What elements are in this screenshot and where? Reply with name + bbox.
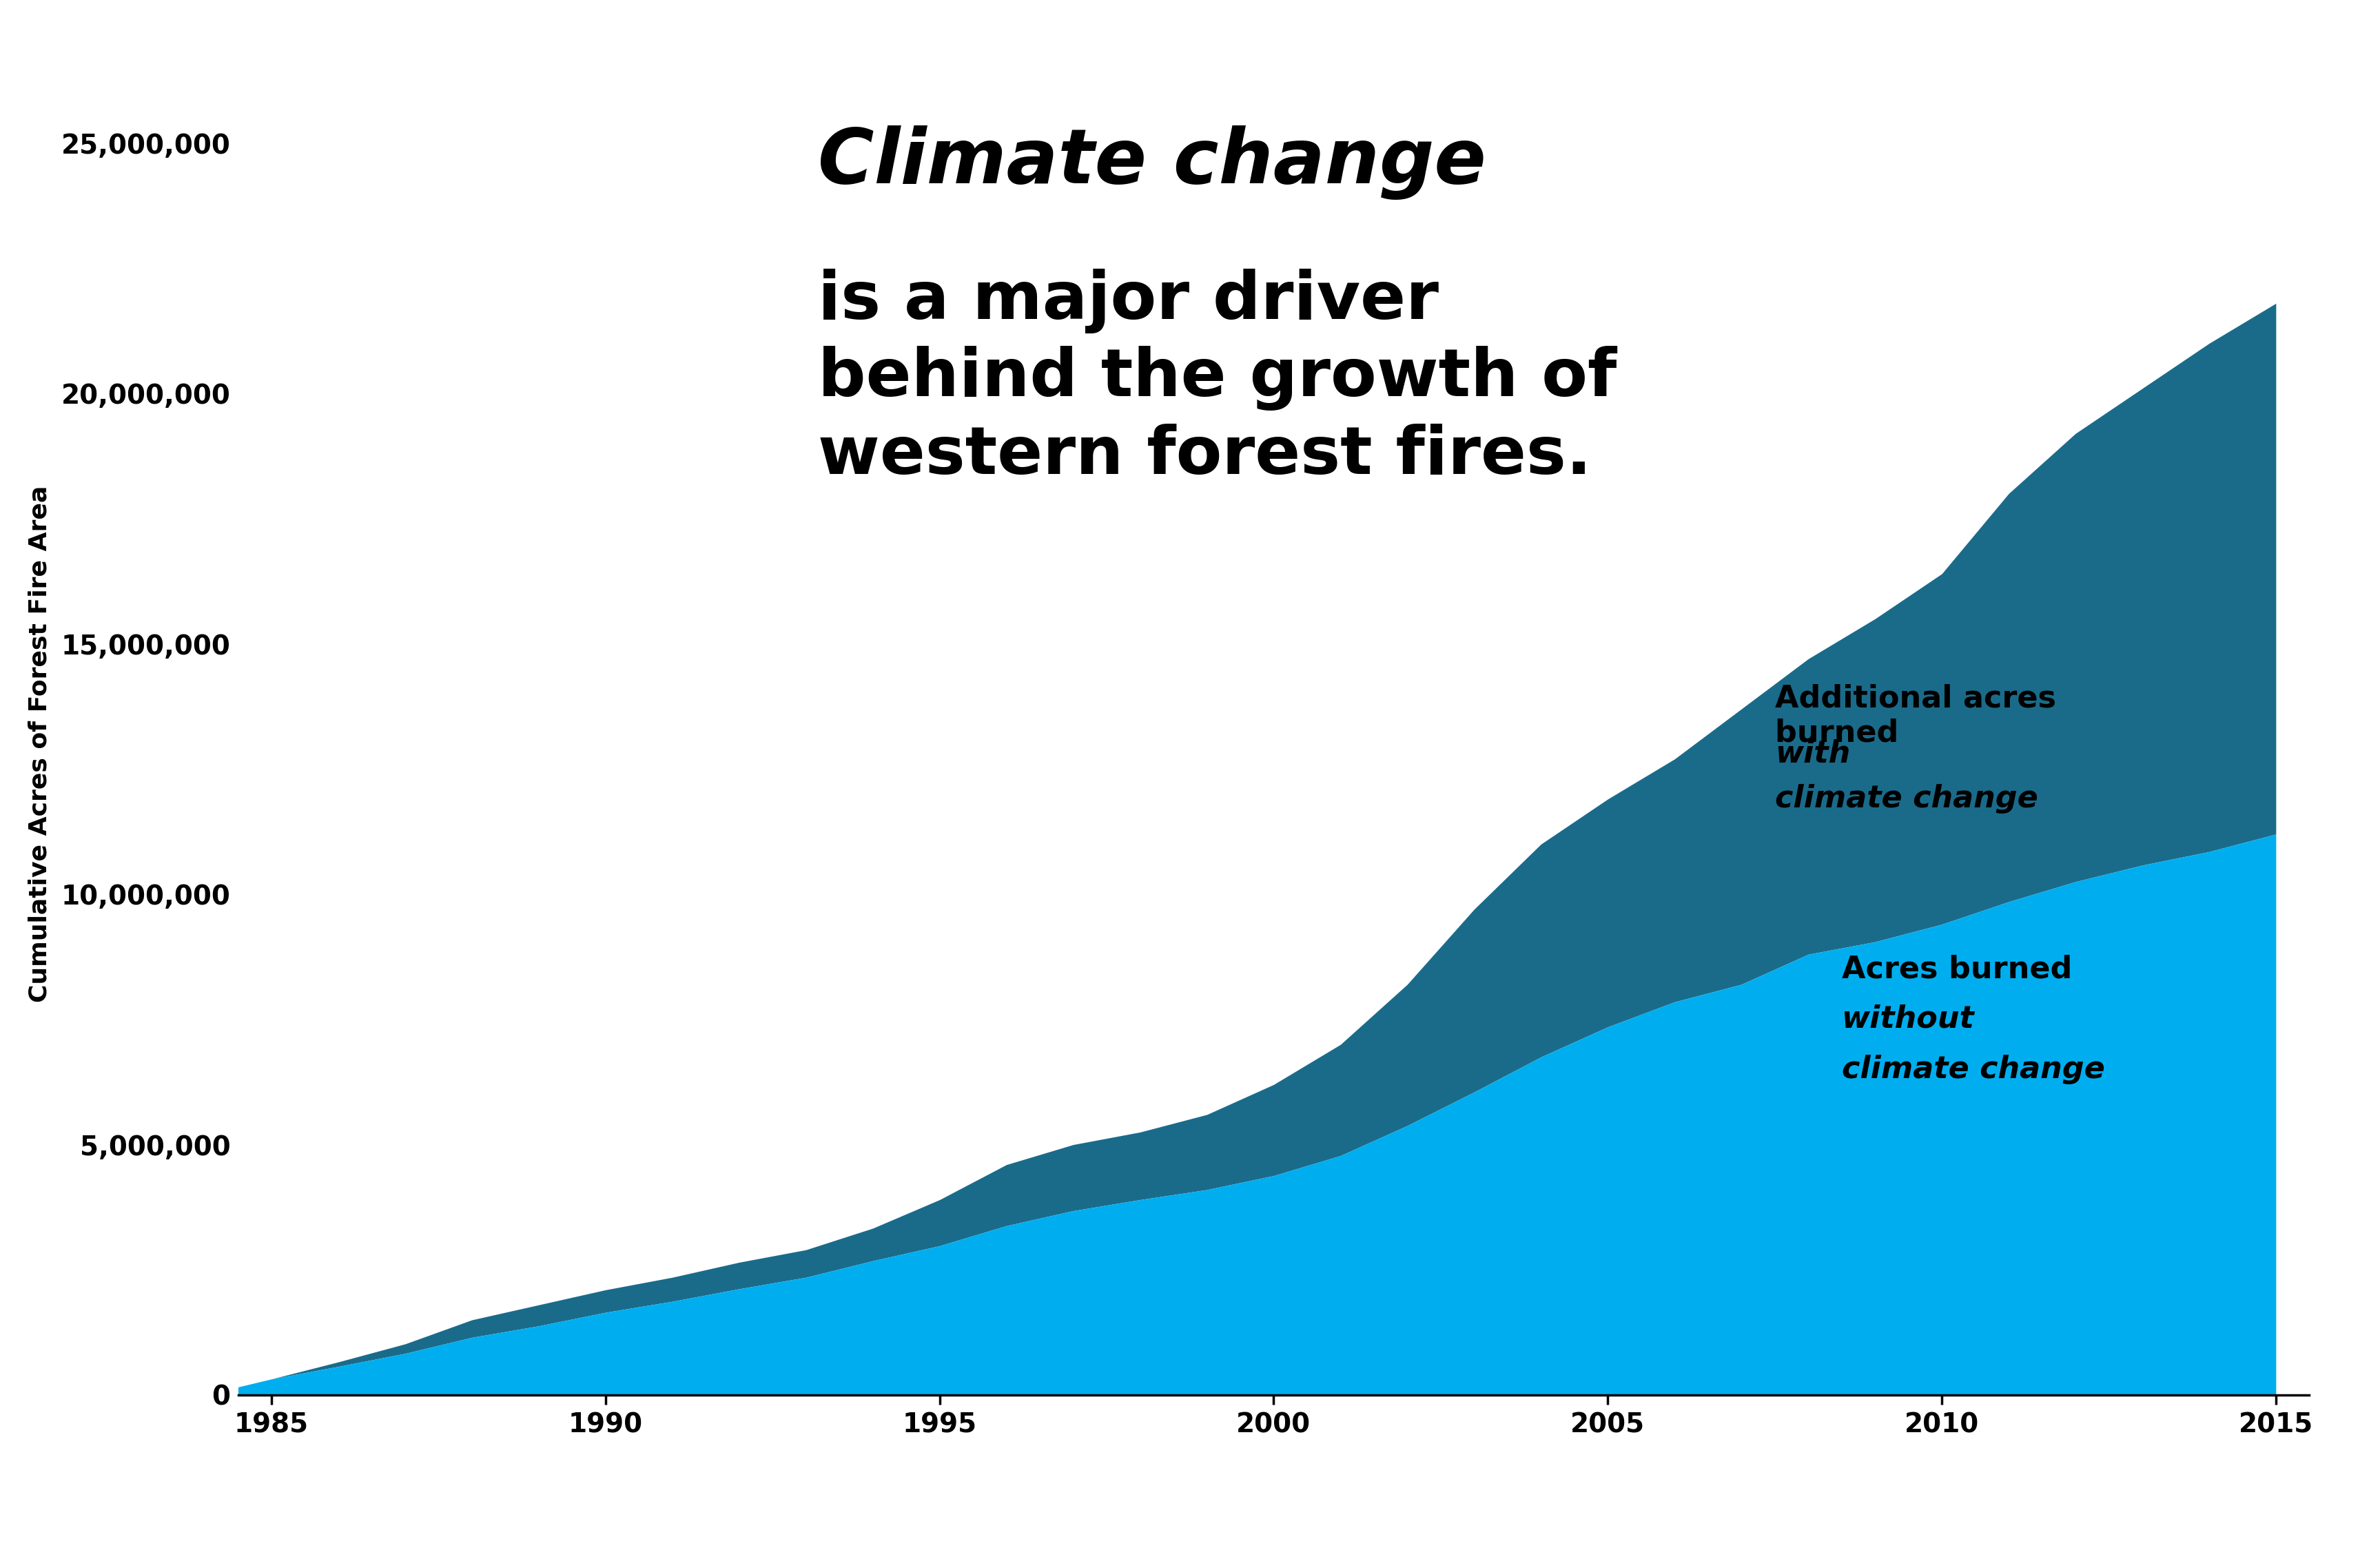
- Text: with: with: [1773, 739, 1849, 769]
- Text: climate change: climate change: [1842, 1054, 2104, 1083]
- Text: Climate change: Climate change: [819, 126, 1485, 200]
- Text: Acres burned: Acres burned: [1842, 955, 2071, 984]
- Text: without: without: [1842, 1004, 1973, 1034]
- Y-axis label: Cumulative Acres of Forest Fire Area: Cumulative Acres of Forest Fire Area: [29, 485, 52, 1003]
- Text: Additional acres
burned: Additional acres burned: [1773, 684, 2056, 747]
- Text: climate change: climate change: [1773, 784, 2037, 814]
- Text: is a major driver
behind the growth of
western forest fires.: is a major driver behind the growth of w…: [819, 268, 1616, 488]
